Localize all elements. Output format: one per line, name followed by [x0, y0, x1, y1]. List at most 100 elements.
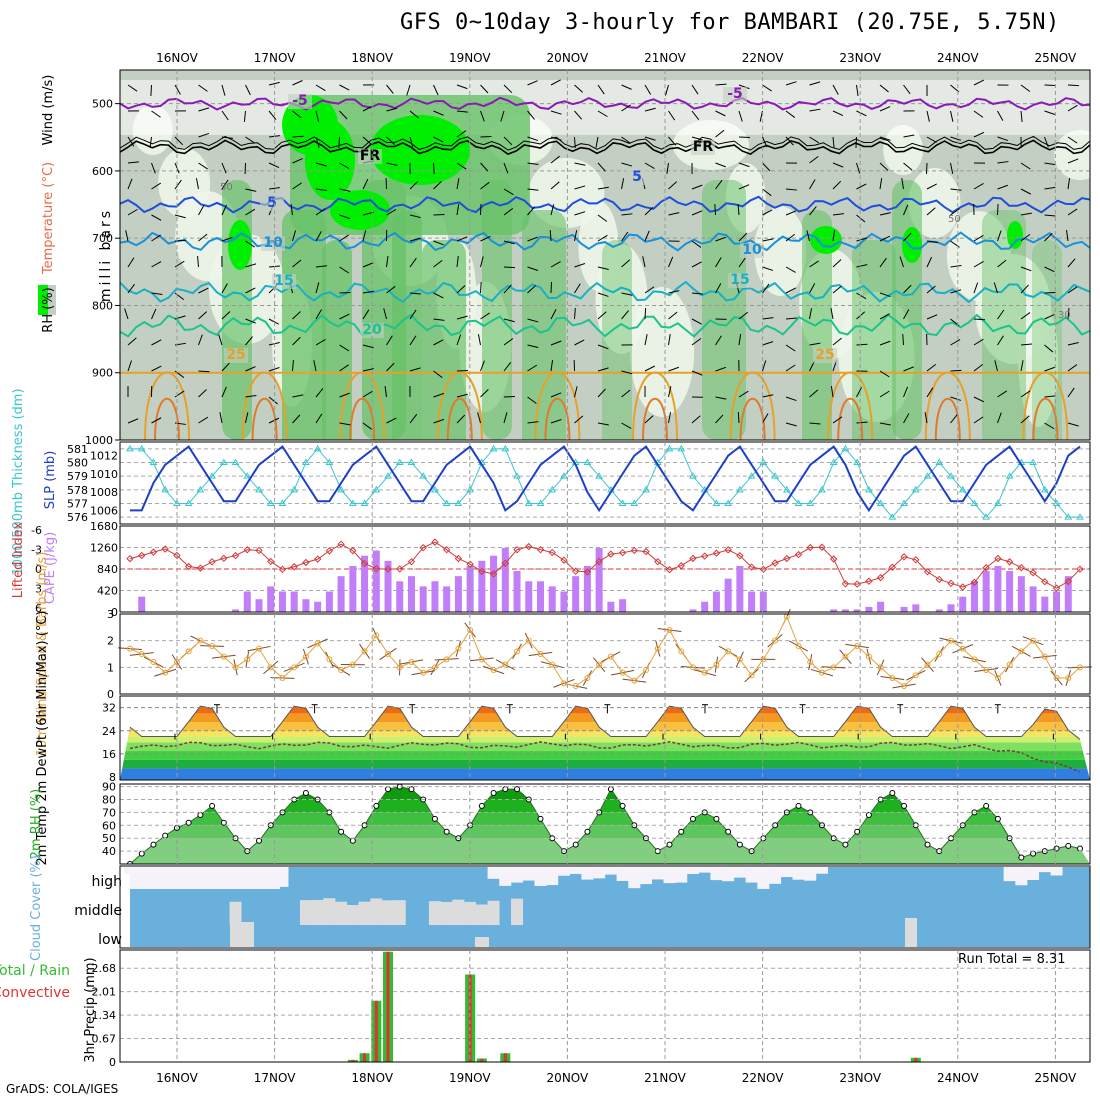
wind-speed-point [127, 645, 133, 652]
wind-barb [715, 257, 722, 268]
lifted-index-point [220, 554, 228, 563]
cape-bar [443, 586, 451, 612]
wind-barb [339, 84, 350, 91]
lifted-index-point [654, 557, 662, 566]
wind-speed-point [244, 656, 251, 663]
wind-barb [597, 234, 608, 242]
wind-barb [456, 110, 468, 113]
temp-band [120, 722, 1090, 731]
wind-barb [1044, 344, 1054, 353]
wind-barb [668, 311, 678, 320]
wind-barb [950, 208, 960, 216]
wind-barb [574, 136, 576, 149]
wind-barb [621, 178, 625, 190]
wind-barb [268, 417, 280, 424]
thickness-point [278, 499, 287, 506]
wind-speed-point [1018, 648, 1025, 655]
wind-barb [738, 257, 746, 268]
lifted-index-point [396, 565, 404, 573]
lifted-index-point [431, 538, 439, 546]
cape-bar [830, 609, 838, 612]
wind-barb [737, 411, 740, 424]
date-label-top: 24NOV [937, 51, 979, 65]
wind-barb [926, 285, 936, 294]
cape-bar [912, 604, 920, 612]
wind-barb [597, 84, 605, 95]
wind-barb [500, 110, 505, 122]
cloud-high-gap [159, 867, 172, 886]
wind-barb [409, 180, 419, 190]
thickness-point [923, 472, 932, 479]
wind-barb [480, 235, 491, 242]
isotherm-label-bg [728, 273, 752, 288]
wind-barb [762, 188, 772, 197]
wind-barb [973, 183, 984, 190]
temp-border [119, 695, 1091, 781]
cape-bar [525, 581, 533, 612]
wind-barb [574, 339, 585, 346]
isotherm-label-bg [740, 243, 764, 258]
rh-point [924, 841, 931, 848]
lifted-index-point [1029, 568, 1037, 577]
vertical-gridlines [176, 70, 1056, 1062]
wind-barb [1020, 234, 1031, 242]
rh-saturated-region [305, 120, 355, 200]
lifted-index-point [865, 577, 873, 585]
wind-barb [433, 162, 435, 175]
cape-bar [431, 581, 439, 612]
wind-barb [292, 80, 303, 86]
cloud-high-gap [675, 867, 688, 883]
wind-barb [644, 334, 648, 346]
wind-barb [1020, 390, 1031, 398]
cloud-high-gap [1050, 867, 1063, 876]
slp-border [119, 441, 1091, 525]
wind-barb [762, 394, 774, 398]
isotherm-label: 15 [274, 273, 293, 289]
wind-barb [221, 204, 227, 216]
wind-speed-point [267, 664, 274, 671]
cloud-mid-gap [464, 901, 477, 925]
wind-barb [339, 162, 350, 169]
thickness-point [735, 485, 744, 493]
thickness-point [290, 485, 299, 493]
wind-speed-point [666, 627, 673, 633]
wind-barb [503, 338, 514, 346]
wind-barb [738, 232, 748, 242]
cape-bar [994, 565, 1002, 612]
wind-barb [527, 236, 538, 242]
temp-gridlines [120, 707, 1090, 755]
thickness-point [618, 499, 627, 506]
wind-barb [644, 107, 656, 112]
lifted-index-point [736, 552, 744, 560]
isotherm-25-loop [924, 371, 971, 440]
rh-point [572, 841, 579, 848]
lifted-index-point [466, 560, 474, 568]
wind-barb [856, 162, 861, 174]
wind-barb [785, 422, 797, 427]
thickness-point [454, 499, 463, 506]
wind-barb [409, 237, 421, 242]
isotherm-30-loop [934, 397, 961, 440]
date-label-bottom: 19NOV [449, 1071, 491, 1085]
isotherm-25-loop [827, 371, 874, 440]
wind-barb [926, 314, 938, 320]
cape-tick: 840 [97, 563, 118, 576]
cape-bar [337, 576, 345, 612]
lifted-index-point [231, 551, 240, 560]
isotherm-label-bg [288, 94, 312, 109]
thickness-point [243, 472, 252, 479]
wind-barb [785, 210, 797, 216]
lifted-index-point [161, 545, 169, 553]
wind-barb [1020, 188, 1031, 195]
wind-speed-point [560, 680, 567, 687]
thickness-point [771, 472, 779, 479]
lifted-index-point [923, 568, 932, 576]
wind-barb [832, 285, 842, 294]
thickness-point [841, 444, 850, 452]
cloud-low-gap [230, 922, 254, 947]
rh-point [619, 802, 626, 809]
wind-barb [315, 282, 320, 294]
wind-speed-point [713, 661, 720, 668]
wind-barb [151, 182, 162, 190]
wind-barb [621, 162, 633, 167]
